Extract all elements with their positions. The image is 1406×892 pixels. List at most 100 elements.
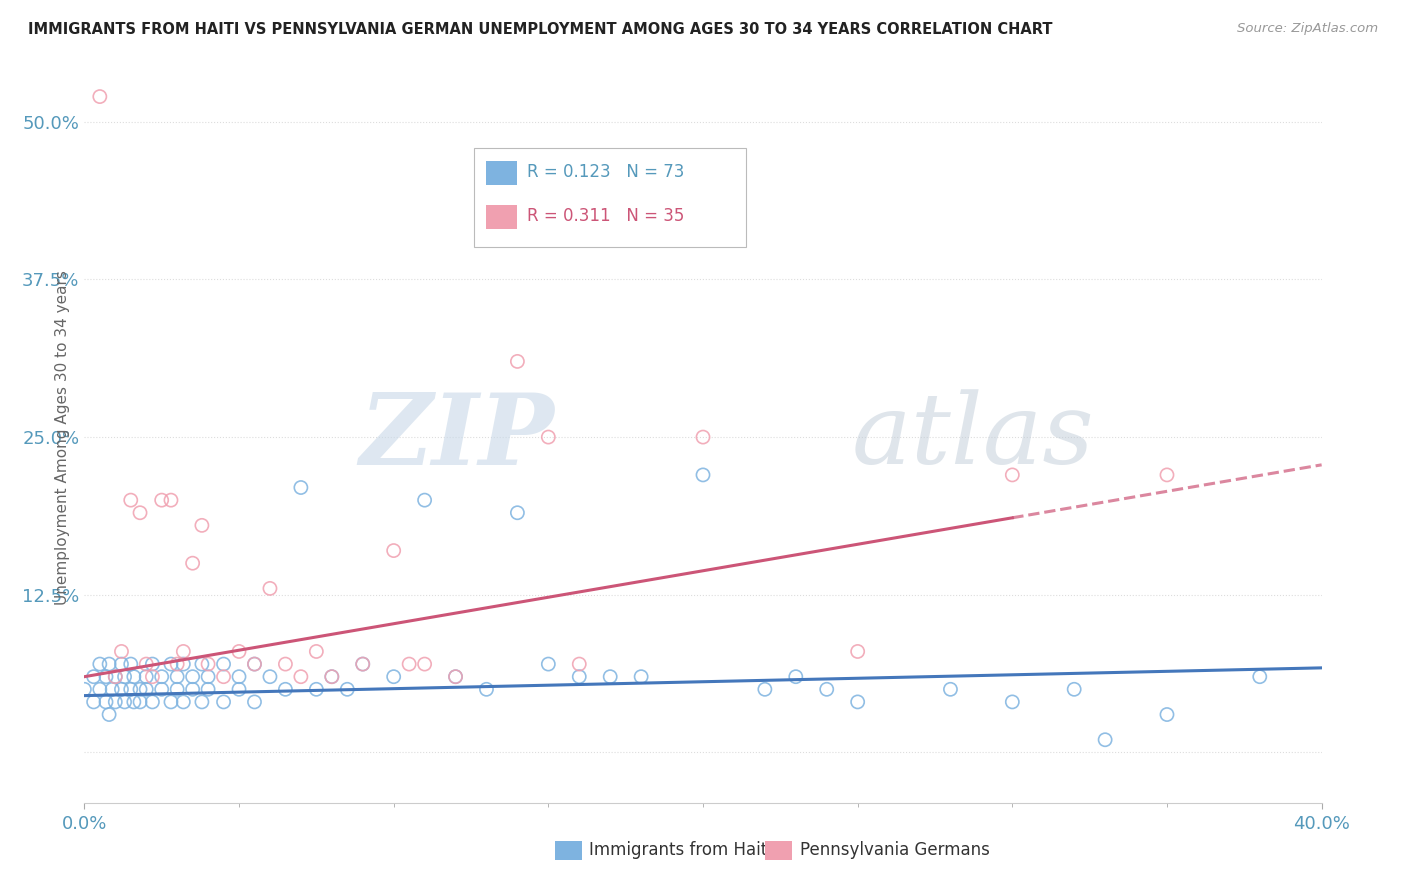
Point — [141, 670, 163, 684]
Point — [160, 493, 183, 508]
Point — [692, 467, 714, 482]
Point — [537, 430, 560, 444]
Point — [83, 695, 105, 709]
Point — [197, 670, 219, 684]
Point — [98, 707, 121, 722]
Point — [191, 518, 214, 533]
Point — [150, 670, 173, 684]
Point — [243, 695, 266, 709]
Point — [413, 493, 436, 508]
Point — [243, 657, 266, 671]
Point — [150, 682, 173, 697]
Point — [191, 657, 214, 671]
Point — [692, 430, 714, 444]
Point — [259, 582, 281, 596]
Point — [846, 644, 869, 658]
Point — [181, 682, 204, 697]
Point — [1094, 732, 1116, 747]
Point — [101, 682, 124, 697]
Point — [104, 670, 127, 684]
Point — [73, 682, 96, 697]
Point — [228, 682, 250, 697]
Point — [110, 657, 132, 671]
Point — [1249, 670, 1271, 684]
Text: Source: ZipAtlas.com: Source: ZipAtlas.com — [1237, 22, 1378, 36]
Point — [274, 682, 297, 697]
Point — [120, 657, 142, 671]
Point — [259, 670, 281, 684]
Point — [110, 682, 132, 697]
Point — [305, 644, 328, 658]
Text: atlas: atlas — [852, 390, 1094, 484]
Point — [110, 644, 132, 658]
Point — [98, 657, 121, 671]
Bar — [554, 841, 582, 860]
Point — [785, 670, 807, 684]
Point — [599, 670, 621, 684]
Point — [160, 695, 183, 709]
Point — [135, 657, 157, 671]
Point — [568, 670, 591, 684]
Point — [568, 657, 591, 671]
Point — [846, 695, 869, 709]
Point — [191, 695, 214, 709]
Point — [181, 670, 204, 684]
Point — [1001, 695, 1024, 709]
Point — [129, 682, 152, 697]
Point — [83, 670, 105, 684]
Text: R = 0.123   N = 73: R = 0.123 N = 73 — [527, 163, 685, 181]
Point — [1156, 707, 1178, 722]
Point — [172, 695, 194, 709]
Point — [1001, 467, 1024, 482]
Point — [305, 682, 328, 697]
FancyBboxPatch shape — [474, 148, 747, 247]
Point — [122, 670, 145, 684]
Point — [197, 682, 219, 697]
Text: ZIP: ZIP — [360, 389, 554, 485]
Point — [114, 695, 136, 709]
Point — [141, 695, 163, 709]
Point — [120, 493, 142, 508]
Point — [94, 670, 117, 684]
Point — [135, 682, 157, 697]
Point — [537, 657, 560, 671]
Point — [172, 644, 194, 658]
Point — [166, 657, 188, 671]
Point — [89, 89, 111, 103]
Point — [172, 657, 194, 671]
Point — [120, 682, 142, 697]
Point — [197, 657, 219, 671]
Point — [94, 695, 117, 709]
Point — [228, 670, 250, 684]
Bar — [486, 161, 517, 185]
Point — [444, 670, 467, 684]
Point — [166, 682, 188, 697]
Point — [444, 670, 467, 684]
Point — [212, 695, 235, 709]
Point — [630, 670, 652, 684]
Point — [243, 657, 266, 671]
Point — [939, 682, 962, 697]
Point — [160, 657, 183, 671]
Point — [290, 670, 312, 684]
Point — [89, 657, 111, 671]
Point — [135, 670, 157, 684]
Point — [104, 695, 127, 709]
Point — [475, 682, 498, 697]
Point — [212, 657, 235, 671]
Point — [228, 644, 250, 658]
Point — [181, 556, 204, 570]
Point — [104, 670, 127, 684]
Point — [815, 682, 838, 697]
Point — [321, 670, 343, 684]
Text: IMMIGRANTS FROM HAITI VS PENNSYLVANIA GERMAN UNEMPLOYMENT AMONG AGES 30 TO 34 YE: IMMIGRANTS FROM HAITI VS PENNSYLVANIA GE… — [28, 22, 1053, 37]
Point — [166, 670, 188, 684]
Point — [352, 657, 374, 671]
Point — [1063, 682, 1085, 697]
Point — [336, 682, 359, 697]
Text: R = 0.311   N = 35: R = 0.311 N = 35 — [527, 207, 685, 225]
Bar — [765, 841, 792, 860]
Point — [129, 695, 152, 709]
Point — [129, 506, 152, 520]
Point — [290, 481, 312, 495]
